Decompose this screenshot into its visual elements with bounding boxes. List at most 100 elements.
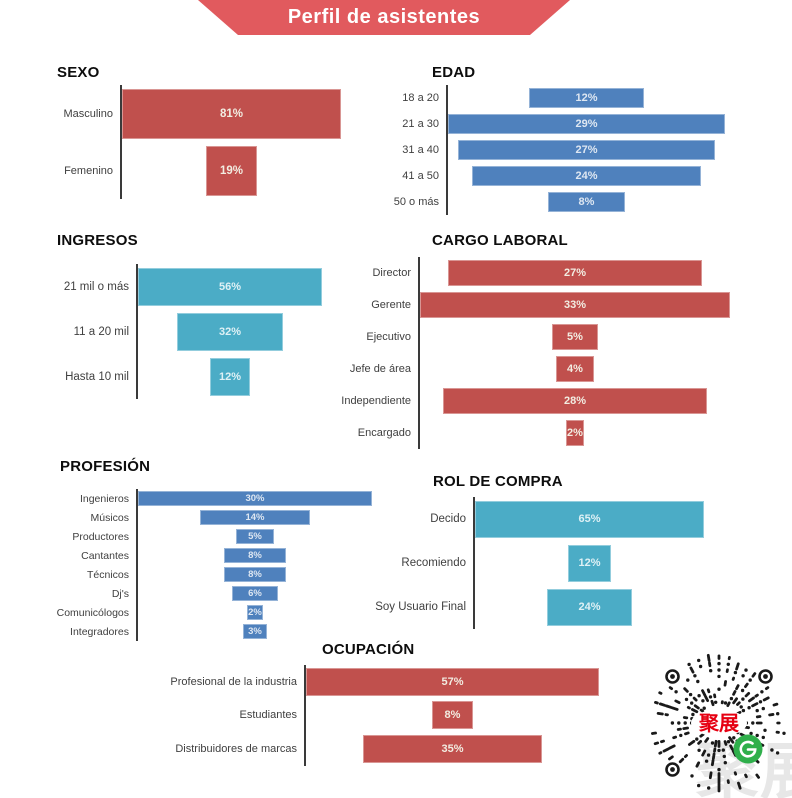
bar-row: 11 a 20 mil 32%	[55, 309, 322, 354]
bar: 65%	[475, 500, 704, 538]
bar: 2%	[565, 420, 585, 446]
bar-row: Hasta 10 mil 12%	[55, 354, 322, 399]
bar-value-label: 12%	[578, 557, 601, 569]
bar-row: Cantantes 8%	[40, 546, 372, 565]
bar-plot: 27%	[418, 257, 730, 289]
category-label: 21 a 30	[402, 118, 439, 130]
bar-value-label: 5%	[567, 331, 583, 343]
bar-value-label: 24%	[578, 601, 601, 613]
bar-value-label: 6%	[248, 588, 262, 599]
chart-rows: Director 27% Gerente 33% Ejecutivo 5% Jefe de …	[335, 257, 730, 449]
bar-value-label: 27%	[575, 144, 598, 156]
bar-value-label: 27%	[563, 267, 587, 279]
bar-row: Decido 65%	[385, 497, 704, 541]
category-label: Músicos	[90, 511, 129, 524]
bar-row: 50 o más 8%	[390, 189, 725, 215]
category-label: 11 a 20 mil	[73, 325, 129, 338]
bar-row: Integradores 3%	[40, 622, 372, 641]
bar-value-label: 57%	[441, 675, 464, 688]
bar-row: Músicos 14%	[40, 508, 372, 527]
bar-plot: 8%	[136, 565, 372, 584]
chart-rol-de-compra: ROL DE COMPRA Decido 65% Recomiendo 12% Soy …	[375, 473, 704, 629]
bar-value-label: 28%	[563, 395, 586, 407]
category-label: Ejecutivo	[366, 331, 411, 343]
bar: 8%	[431, 701, 474, 730]
bar-plot: 3%	[136, 622, 372, 641]
category-label: Encargado	[357, 427, 411, 439]
category-label: Masculino	[63, 107, 113, 120]
bar: 12%	[568, 544, 611, 582]
category-label: Integradores	[70, 625, 129, 638]
bar-value-label: 12%	[218, 370, 241, 383]
bar-plot: 81%	[120, 85, 341, 142]
category-label: 31 a 40	[402, 144, 439, 156]
bar-row: Comunicólogos 2%	[40, 603, 372, 622]
category-label: Profesional de la industria	[170, 675, 297, 688]
bar: 30%	[138, 491, 372, 506]
bar-value-label: 56%	[218, 280, 242, 293]
chart-title-profesion: PROFESIÓN	[60, 458, 151, 475]
bar-plot: 12%	[446, 85, 725, 111]
bar-plot: 8%	[304, 698, 599, 732]
bar: 5%	[235, 529, 275, 544]
bar-value-label: 35%	[441, 742, 464, 755]
category-label: Hasta 10 mil	[65, 370, 129, 383]
bar-value-label: 3%	[248, 626, 262, 637]
bar-plot: 29%	[446, 111, 725, 137]
category-label: Dj's	[111, 587, 129, 600]
bar-row: Ejecutivo 5%	[335, 321, 730, 353]
chart-ocupacion: OCUPACIÓN Profesional de la industria 57%…	[155, 641, 599, 766]
bar: 14%	[200, 510, 310, 525]
bar: 33%	[420, 292, 730, 318]
chart-sexo: SEXO Masculino 81% Femenino 19%	[55, 64, 341, 199]
bar: 8%	[223, 548, 287, 563]
bar: 24%	[471, 166, 702, 186]
bar: 12%	[529, 88, 644, 108]
qr-code-graphic: 聚展	[651, 653, 786, 793]
bar-row: 21 mil o más 56%	[55, 264, 322, 309]
bar-row: Gerente 33%	[335, 289, 730, 321]
category-label: Productores	[72, 530, 129, 543]
bar-plot: 8%	[446, 189, 725, 215]
bar-row: Masculino 81%	[55, 85, 341, 142]
bar-plot: 5%	[136, 527, 372, 546]
bar-plot: 28%	[418, 385, 730, 417]
bar-plot: 2%	[136, 603, 372, 622]
bar-plot: 8%	[136, 546, 372, 565]
bar-plot: 32%	[136, 309, 322, 354]
bar: 35%	[362, 734, 543, 763]
bar: 2%	[247, 605, 263, 620]
bar-row: Productores 5%	[40, 527, 372, 546]
bar-plot: 27%	[446, 137, 725, 163]
bar-plot: 57%	[304, 665, 599, 699]
category-label: Comunicólogos	[56, 606, 129, 619]
bar-row: 21 a 30 29%	[390, 111, 725, 137]
qr-center-clearzone	[691, 709, 747, 737]
bar: 27%	[448, 260, 702, 286]
bar-plot: 2%	[418, 417, 730, 449]
category-label: 41 a 50	[402, 170, 439, 182]
qr-eye-markers	[665, 669, 773, 777]
bar-plot: 33%	[418, 289, 730, 321]
bar-plot: 30%	[136, 489, 372, 508]
title-banner: Perfil de asistentes	[198, 0, 570, 35]
bar-value-label: 2%	[248, 607, 262, 618]
bar-row: Técnicos 8%	[40, 565, 372, 584]
category-label: Recomiendo	[401, 557, 466, 569]
bar: 24%	[547, 588, 632, 626]
bar-value-label: 4%	[567, 363, 583, 375]
chart-rows: 18 a 20 12% 21 a 30 29% 31 a 40 27% 41 a 50 24%…	[390, 85, 725, 215]
bar-value-label: 30%	[245, 493, 265, 504]
chart-rows: 21 mil o más 56% 11 a 20 mil 32% Hasta 10 mi…	[55, 264, 322, 399]
bar: 12%	[210, 357, 250, 396]
bar: 3%	[243, 624, 267, 639]
chart-ingresos: INGRESOS 21 mil o más 56% 11 a 20 mil 32% Ha…	[55, 232, 322, 399]
category-label: Femenino	[64, 164, 113, 177]
bar: 29%	[448, 114, 725, 134]
bar: 32%	[177, 312, 283, 351]
chart-rows: Profesional de la industria 57% Estudiante…	[155, 665, 599, 766]
category-label: Independiente	[341, 395, 411, 407]
bar-value-label: 8%	[578, 196, 595, 208]
bar-row: 31 a 40 27%	[390, 137, 725, 163]
